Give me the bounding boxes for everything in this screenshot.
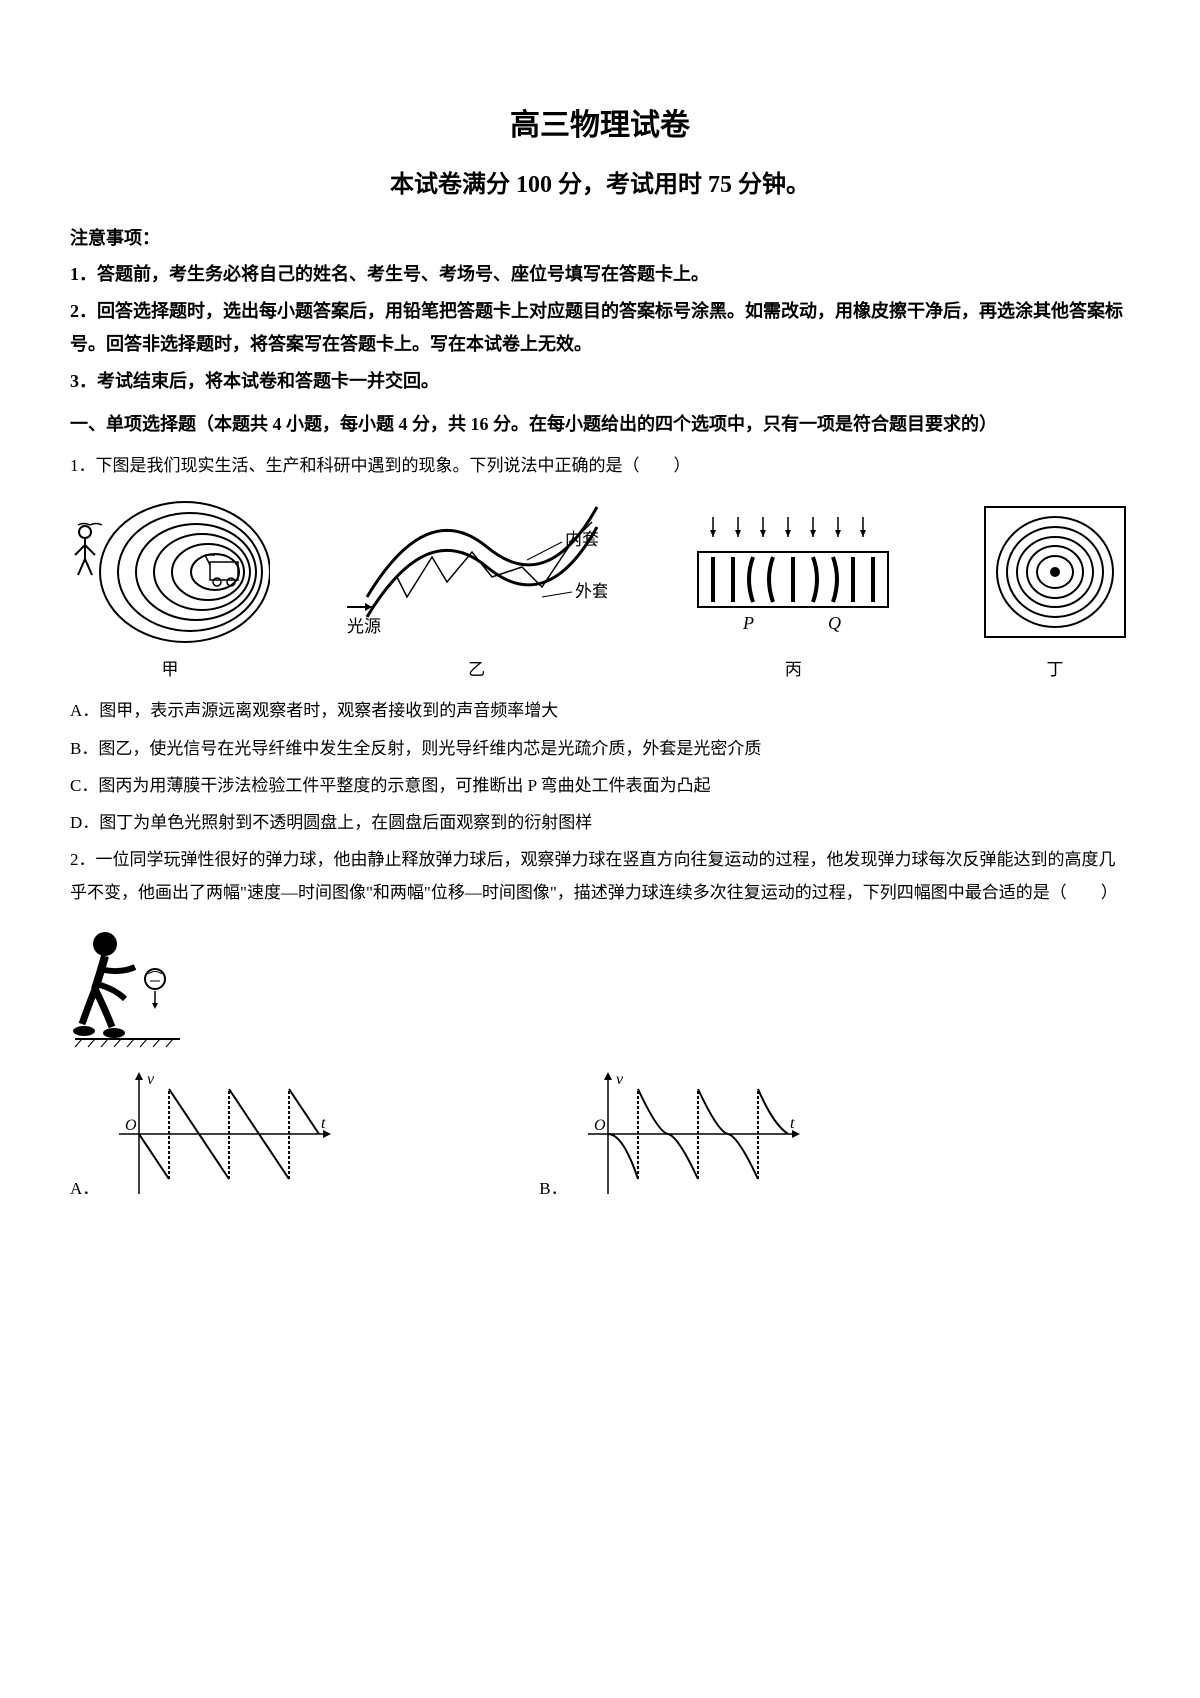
velocity-graph-b-icon: v t O — [578, 1064, 808, 1204]
notice-item-2: 2．回答选择题时，选出每小题答案后，用铅笔把答题卡上对应题目的答案标号涂黑。如需… — [70, 295, 1130, 360]
interference-pattern-icon: P Q — [683, 497, 903, 647]
origin-label-b: O — [594, 1117, 606, 1134]
inner-label: 内套 — [565, 530, 599, 549]
x-axis-label-b: t — [790, 1115, 795, 1132]
bouncing-ball-icon — [70, 919, 200, 1049]
figure-yi-label: 乙 — [468, 655, 485, 680]
q2-graph-row: A． v t O B． v t O — [70, 1064, 1130, 1204]
light-source-label: 光源 — [347, 617, 381, 636]
y-axis-label-b: v — [616, 1071, 624, 1088]
exam-subtitle: 本试卷满分 100 分，考试用时 75 分钟。 — [70, 164, 1130, 199]
figure-bing-label: 丙 — [785, 655, 802, 680]
q1-option-d: D．图丁为单色光照射到不透明圆盘上，在圆盘后面观察到的衍射图样 — [70, 807, 1130, 839]
q2-option-a-label: A． — [70, 1174, 99, 1204]
doppler-circles-icon — [70, 497, 270, 647]
q1-option-b: B．图乙，使光信号在光导纤维中发生全反射，则光导纤维内芯是光疏介质，外套是光密介… — [70, 733, 1130, 765]
question-2-text: 2．一位同学玩弹性很好的弹力球，他由静止释放弹力球后，观察弹力球在竖直方向往复运… — [70, 844, 1130, 909]
y-axis-label-a: v — [147, 1071, 155, 1088]
figure-bing: P Q 丙 — [683, 497, 903, 680]
point-q-label: Q — [828, 613, 841, 633]
exam-title: 高三物理试卷 — [70, 100, 1130, 144]
origin-label-a: O — [125, 1117, 137, 1134]
diffraction-disc-icon — [980, 497, 1130, 647]
point-p-label: P — [742, 613, 754, 633]
question-1-text: 1．下图是我们现实生活、生产和科研中遇到的现象。下列说法中正确的是（ ） — [70, 450, 1130, 482]
velocity-graph-a-icon: v t O — [109, 1064, 339, 1204]
figure-jia-label: 甲 — [162, 655, 179, 680]
notice-item-1: 1．答题前，考生务必将自己的姓名、考生号、考场号、座位号填写在答题卡上。 — [70, 258, 1130, 290]
figure-yi: 光源 内套 外套 乙 — [347, 497, 607, 680]
outer-label: 外套 — [575, 582, 607, 601]
q2-ball-figure — [70, 919, 1130, 1054]
figure-jia: 甲 — [70, 497, 270, 680]
figure-ding-label: 丁 — [1046, 655, 1063, 680]
q1-option-c: C．图丙为用薄膜干涉法检验工件平整度的示意图，可推断出 P 弯曲处工件表面为凸起 — [70, 770, 1130, 802]
notice-item-3: 3．考试结束后，将本试卷和答题卡一并交回。 — [70, 365, 1130, 397]
section-1-heading: 一、单项选择题（本题共 4 小题，每小题 4 分，共 16 分。在每小题给出的四… — [70, 408, 1130, 440]
fiber-optic-icon: 光源 内套 外套 — [347, 497, 607, 647]
figure-ding: 丁 — [980, 497, 1130, 680]
x-axis-label-a: t — [321, 1115, 326, 1132]
q2-option-a-container: A． v t O — [70, 1064, 339, 1204]
q1-option-a: A．图甲，表示声源远离观察者时，观察者接收到的声音频率增大 — [70, 695, 1130, 727]
q2-option-b-container: B． v t O — [539, 1064, 807, 1204]
q2-option-b-label: B． — [539, 1174, 567, 1204]
notice-heading: 注意事项： — [70, 224, 1130, 250]
question-1-figures: 甲 光源 内套 外套 乙 — [70, 497, 1130, 680]
